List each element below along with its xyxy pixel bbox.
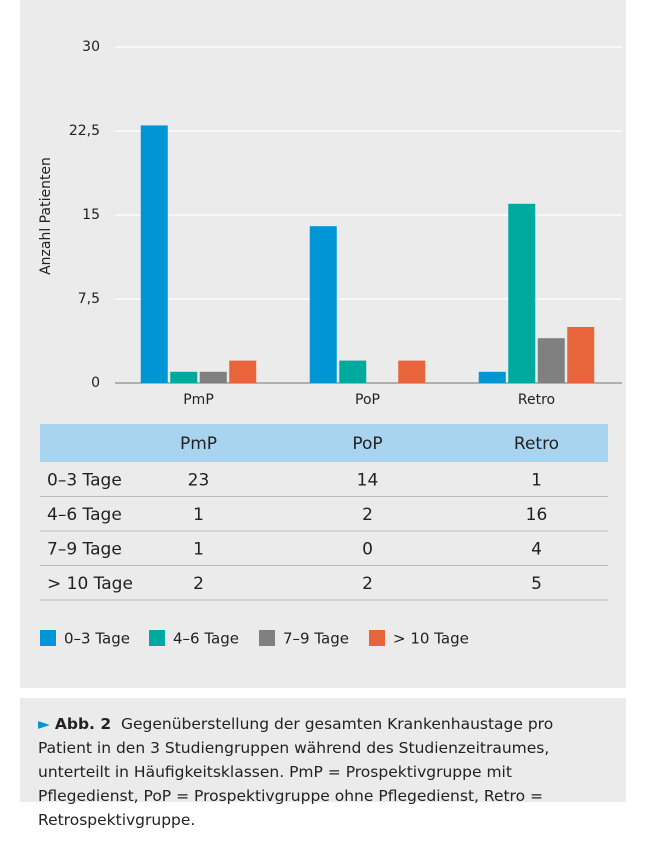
- bar: [508, 203, 536, 383]
- legend-swatch: [40, 630, 56, 646]
- table-cell: 14: [357, 470, 379, 490]
- x-tick-label: Retro: [518, 392, 555, 408]
- y-tick-label: 15: [82, 207, 100, 223]
- table-column-header: PoP: [352, 434, 382, 454]
- legend-swatch: [149, 630, 165, 646]
- table-cell: 2: [193, 574, 204, 594]
- y-tick-label: 7,5: [78, 291, 100, 307]
- bar: [478, 371, 506, 383]
- caption: ► Abb. 2 Gegenüberstellung der gesamten …: [20, 698, 626, 829]
- bar: [537, 338, 565, 383]
- legend-swatch: [369, 630, 385, 646]
- table-header: [40, 424, 608, 462]
- bar: [170, 371, 198, 383]
- bar: [140, 125, 168, 384]
- bar: [339, 360, 367, 383]
- table-column-header: PmP: [180, 434, 217, 454]
- caption-text: Gegenüberstellung der gesamten Krankenha…: [38, 715, 554, 829]
- table-cell: 2: [362, 505, 373, 525]
- table-row-header: 4–6 Tage: [47, 505, 122, 525]
- table-cell: 1: [531, 470, 542, 490]
- legend-swatch: [259, 630, 275, 646]
- y-tick-label: 30: [82, 39, 100, 55]
- bar: [567, 327, 595, 383]
- legend-label: 0–3 Tage: [64, 630, 130, 648]
- y-axis-title: Anzahl Patienten: [38, 157, 54, 275]
- table-row-header: 0–3 Tage: [47, 470, 122, 490]
- table-cell: 0: [362, 539, 373, 559]
- table-cell: 1: [193, 539, 204, 559]
- table-cell: 2: [362, 574, 373, 594]
- table-row-header: 7–9 Tage: [47, 539, 122, 559]
- x-tick-label: PmP: [183, 392, 214, 408]
- legend-label: > 10 Tage: [393, 630, 469, 648]
- legend-label: 4–6 Tage: [173, 630, 239, 648]
- bar: [229, 360, 257, 383]
- table-column-header: Retro: [514, 434, 559, 454]
- table-row-header: > 10 Tage: [47, 574, 133, 594]
- table-cell: 1: [193, 505, 204, 525]
- table-cell: 23: [188, 470, 210, 490]
- bar: [309, 226, 337, 383]
- table-cell: 16: [526, 505, 548, 525]
- y-tick-label: 0: [91, 375, 100, 391]
- y-tick-label: 22,5: [69, 123, 100, 139]
- table-cell: 5: [531, 574, 542, 594]
- legend-label: 7–9 Tage: [283, 630, 349, 648]
- caption-marker: ►: [38, 715, 50, 733]
- bar: [199, 371, 227, 383]
- caption-label: Abb. 2: [54, 715, 112, 733]
- table-cell: 4: [531, 539, 542, 559]
- bar: [398, 360, 426, 383]
- x-tick-label: PoP: [355, 392, 380, 408]
